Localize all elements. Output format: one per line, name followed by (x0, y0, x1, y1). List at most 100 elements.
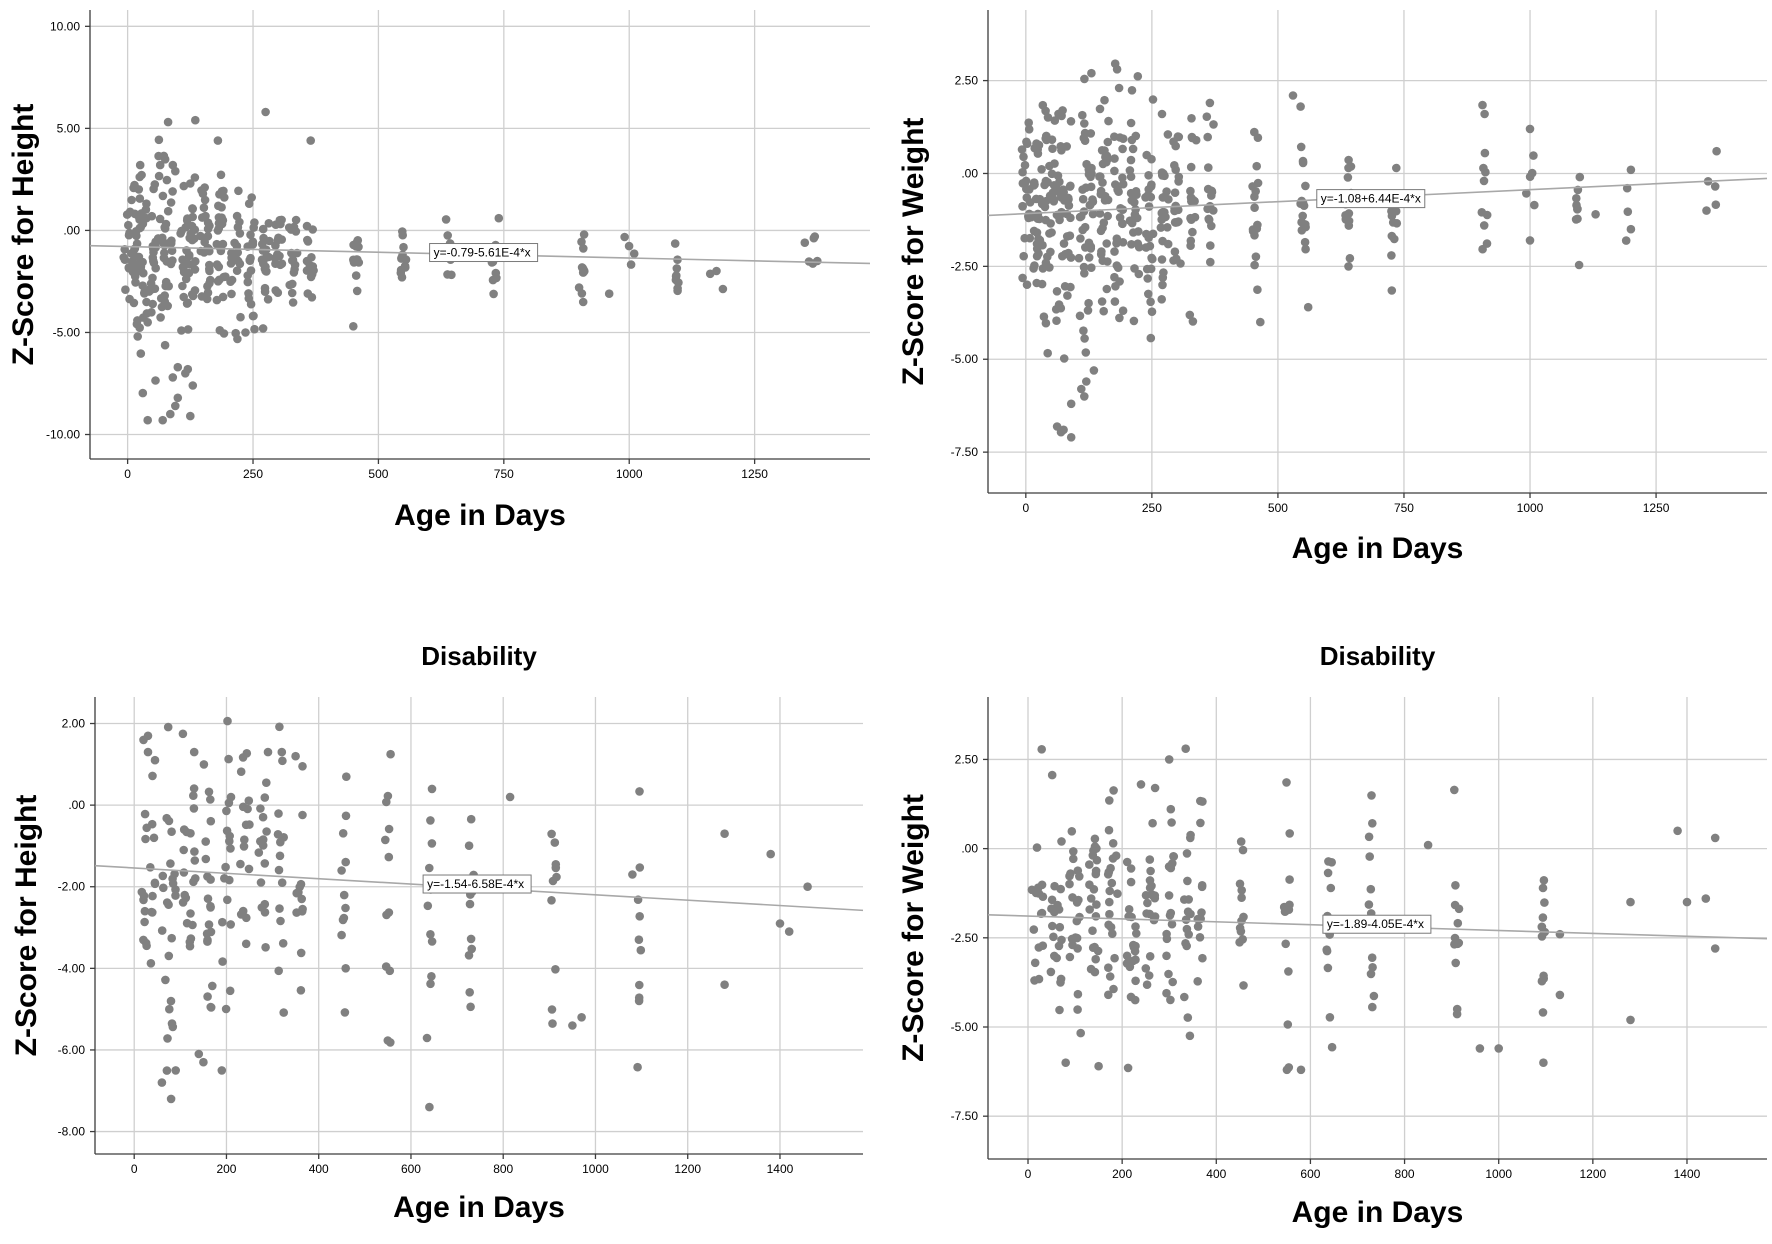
data-point (1112, 261, 1122, 270)
x-tick-label: 1250 (1643, 501, 1670, 515)
data-point (150, 878, 160, 888)
data-point (1711, 200, 1721, 209)
data-point (624, 241, 634, 251)
data-point (1538, 913, 1548, 922)
data-point (119, 253, 128, 262)
data-point (1186, 162, 1196, 172)
data-point (1050, 951, 1059, 961)
y-tick-label: 2.50 (955, 74, 979, 88)
data-point (1111, 851, 1121, 860)
data-point (158, 871, 168, 881)
data-point (221, 1004, 231, 1014)
data-point (148, 891, 157, 901)
data-point (133, 211, 143, 220)
data-point (1525, 172, 1535, 181)
data-point (766, 849, 775, 859)
y-tick-label: -10.00 (46, 428, 80, 442)
data-point (397, 253, 406, 262)
data-point (1169, 137, 1178, 146)
data-point (1041, 318, 1051, 328)
data-point (1285, 829, 1294, 838)
data-point (1105, 972, 1115, 981)
data-point (212, 239, 222, 249)
data-point (1164, 755, 1174, 764)
data-point (1146, 333, 1156, 343)
data-point (244, 199, 254, 208)
data-point (292, 908, 301, 917)
data-point (1366, 969, 1376, 979)
data-point (141, 834, 150, 844)
data-point (1022, 139, 1032, 148)
data-point (166, 239, 176, 248)
data-point (1047, 895, 1057, 905)
data-point (184, 268, 194, 278)
data-point (1346, 162, 1356, 171)
data-point (218, 239, 228, 249)
data-point (273, 288, 283, 298)
data-point (1282, 1065, 1292, 1075)
data-point (1131, 922, 1140, 931)
data-point (673, 286, 682, 296)
data-point (1540, 898, 1549, 907)
data-point (1202, 112, 1212, 121)
data-point (337, 866, 346, 875)
x-tick-label: 0 (1022, 501, 1029, 515)
data-point (276, 916, 285, 926)
data-point (242, 913, 251, 923)
data-point (422, 1033, 432, 1043)
data-point (626, 260, 636, 269)
x-tick-label: 400 (309, 1162, 329, 1176)
data-point (294, 888, 303, 897)
data-point (171, 166, 180, 176)
data-point (1623, 207, 1633, 216)
data-point (135, 323, 144, 333)
data-point (1123, 1063, 1133, 1073)
x-tick-label: 0 (124, 467, 131, 481)
data-point (1451, 958, 1460, 968)
data-point (149, 833, 159, 843)
data-point (186, 411, 195, 421)
data-point (1055, 922, 1065, 932)
data-point (1148, 95, 1158, 104)
data-point (635, 980, 644, 990)
data-point (1183, 876, 1192, 886)
data-point (225, 986, 235, 996)
data-point (1034, 974, 1044, 984)
data-point (1453, 918, 1463, 928)
data-point (166, 859, 175, 868)
data-point (156, 313, 165, 322)
data-point (213, 277, 223, 286)
data-point (1147, 154, 1156, 164)
data-point (1450, 900, 1460, 910)
data-point (1250, 203, 1259, 212)
data-point (183, 364, 193, 374)
data-point (262, 827, 271, 836)
data-point (1368, 1002, 1377, 1012)
data-point (245, 255, 254, 265)
data-point (400, 261, 410, 271)
data-point (1195, 933, 1205, 942)
chart-weight-disability-bottom-right: -7.50 -5.00 -2.50 .00 2.50 0 200 400 600 800 1000 1… (897, 641, 1768, 1229)
data-point (306, 136, 316, 145)
data-point (1182, 941, 1191, 951)
data-point (260, 899, 270, 909)
data-point (1423, 840, 1433, 850)
data-point (1185, 310, 1195, 320)
data-point (427, 839, 437, 848)
data-point (1702, 206, 1711, 215)
y-tick-label: -2.50 (951, 259, 979, 273)
y-axis-title: Z-Score for Weight (897, 118, 930, 386)
data-point (1163, 130, 1173, 139)
data-point (1125, 166, 1135, 175)
data-point (261, 262, 270, 272)
data-point (1104, 825, 1114, 835)
data-point (1017, 145, 1027, 154)
data-point (1046, 967, 1056, 977)
regression-equation-box (1322, 914, 1432, 934)
data-point (550, 838, 560, 847)
data-point (1134, 227, 1143, 236)
data-point (217, 1066, 227, 1075)
data-point (1118, 179, 1128, 189)
data-point (1147, 307, 1157, 317)
data-point (1088, 926, 1097, 935)
